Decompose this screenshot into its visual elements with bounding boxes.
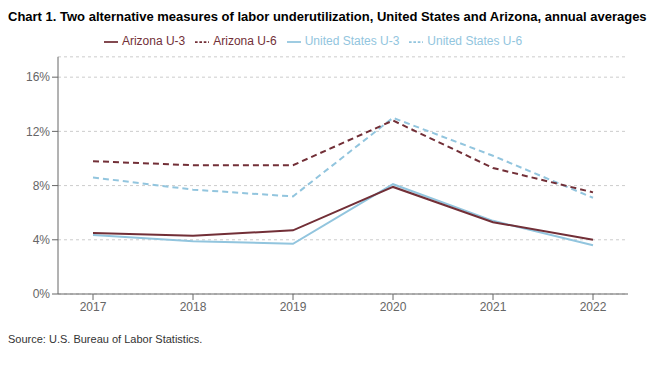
- svg-text:2022: 2022: [580, 300, 607, 314]
- svg-text:0%: 0%: [33, 287, 51, 301]
- html-text:Arizona U-3: Arizona U-3: [121, 34, 186, 48]
- html-text:Chart 1. Two alternative measu: Chart 1. Two alternative measures of lab…: [8, 9, 647, 24]
- svg-text:12%: 12%: [26, 125, 50, 139]
- svg-text:2018: 2018: [180, 300, 207, 314]
- svg-text:16%: 16%: [26, 70, 50, 84]
- html-text:Arizona U-6: Arizona U-6: [213, 34, 277, 48]
- html-text:United States U-6: United States U-6: [427, 34, 523, 48]
- svg-text:2019: 2019: [280, 300, 307, 314]
- svg-text:4%: 4%: [33, 233, 51, 247]
- svg-text:2020: 2020: [380, 300, 407, 314]
- svg-text:8%: 8%: [33, 179, 51, 193]
- html-text:Source: U.S. Bureau of Labor S: Source: U.S. Bureau of Labor Statistics.: [8, 333, 203, 345]
- svg-text:2017: 2017: [80, 300, 107, 314]
- html-text:United States U-3: United States U-3: [304, 34, 400, 48]
- svg-text:2021: 2021: [480, 300, 507, 314]
